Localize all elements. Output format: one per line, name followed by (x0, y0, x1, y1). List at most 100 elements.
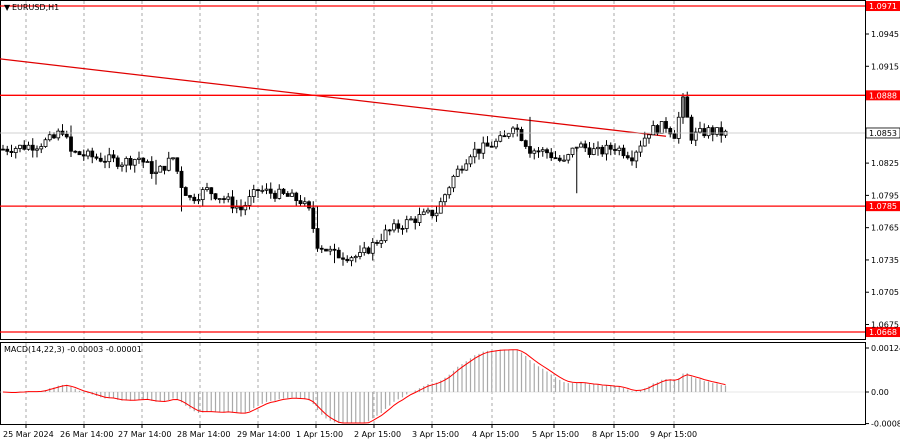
current-price-box (865, 127, 900, 139)
candle (290, 189, 294, 197)
candle (268, 182, 273, 199)
candle (404, 215, 409, 233)
candle (353, 254, 358, 263)
trendline-line[interactable] (0, 58, 667, 137)
candle (540, 147, 545, 157)
candle (434, 205, 439, 222)
candle (604, 140, 609, 161)
candle (336, 247, 341, 259)
candle (455, 165, 460, 178)
price-tick-label: 1.0795 (871, 191, 899, 200)
price-tick-label: 1.0945 (871, 30, 899, 39)
candle (200, 187, 205, 207)
trendline[interactable] (0, 58, 667, 137)
candle (689, 114, 694, 144)
candle (60, 124, 65, 137)
candle (566, 153, 571, 164)
candle (52, 132, 56, 140)
candle (260, 185, 265, 194)
candle (447, 185, 452, 199)
candle (613, 143, 617, 155)
candle (451, 174, 456, 193)
candle (693, 127, 698, 147)
price-tick-label: 1.0675 (871, 321, 899, 330)
candle (9, 144, 14, 158)
candle (647, 134, 651, 144)
candle (600, 145, 605, 157)
candle (617, 145, 622, 156)
price-tick-label: 1.0735 (871, 256, 899, 265)
candle (98, 152, 103, 163)
candle (719, 121, 724, 143)
candle (256, 189, 260, 198)
macd-title: MACD(14,22,3) -0.00003 -0.00001 (4, 345, 142, 354)
horizontal-levels[interactable]: 1.0971 1.0888 1.0785 1.0668 1.0853 (0, 1, 900, 338)
candle (345, 255, 350, 263)
time-tick-label: 27 Mar 14:00 (118, 430, 171, 439)
candle (583, 140, 588, 153)
candle (366, 246, 371, 255)
time-tick-label: 25 Mar 2024 (3, 430, 54, 439)
candle (587, 141, 592, 158)
candle (608, 142, 613, 156)
candle (175, 157, 180, 174)
candle (222, 195, 226, 204)
candle (1, 144, 5, 151)
candle (579, 141, 583, 148)
candle (536, 146, 541, 158)
candle (676, 111, 681, 144)
time-tick-label: 8 Apr 15:00 (592, 430, 639, 439)
candle (285, 191, 290, 197)
candle (328, 245, 333, 256)
candle (591, 142, 596, 156)
macd-tick-label: -0.00089 (871, 420, 900, 429)
candle (56, 128, 61, 141)
candle (86, 148, 90, 160)
level-label-bg (866, 1, 900, 12)
candle (642, 131, 647, 147)
candle (209, 187, 214, 201)
candle (298, 195, 303, 206)
candle (625, 151, 630, 160)
candle (324, 248, 328, 252)
candle (511, 126, 515, 138)
symbol-title: EURUSD,H1 (12, 3, 59, 12)
candle (549, 148, 554, 161)
candle (672, 130, 677, 139)
macd-indicator: 0.00124 0.00 -0.00089 (0, 344, 900, 429)
macd-panel-frame (0, 342, 866, 425)
candle (264, 183, 269, 195)
candle (362, 241, 367, 256)
candle (120, 162, 124, 172)
level-label: 1.0668 (869, 328, 897, 337)
candle (387, 228, 392, 236)
candle (188, 194, 192, 201)
candle (630, 150, 634, 166)
candle (358, 245, 362, 260)
candle (638, 140, 643, 157)
price-tick-label: 1.0825 (871, 159, 899, 168)
candle (659, 121, 664, 134)
candle (103, 155, 107, 169)
level-label: 1.0971 (869, 2, 897, 11)
candle (477, 148, 481, 160)
candle (64, 130, 69, 139)
macd-tick-label: 0.00124 (871, 344, 900, 353)
candle (111, 150, 116, 163)
time-tick-label: 9 Apr 15:00 (650, 430, 697, 439)
candle (596, 141, 600, 156)
candle (706, 125, 711, 139)
menu-triangle-icon[interactable]: ▼ (4, 3, 11, 12)
candle (277, 184, 282, 200)
candle (417, 207, 422, 226)
candle (124, 156, 129, 173)
candle (158, 165, 163, 173)
candle (43, 137, 48, 148)
candle (668, 126, 673, 138)
candle (196, 193, 201, 205)
price-tick-label: 1.0705 (871, 288, 899, 297)
price-tick-label: 1.0765 (871, 224, 899, 233)
level-label: 1.0888 (869, 91, 897, 100)
candle (430, 209, 435, 219)
